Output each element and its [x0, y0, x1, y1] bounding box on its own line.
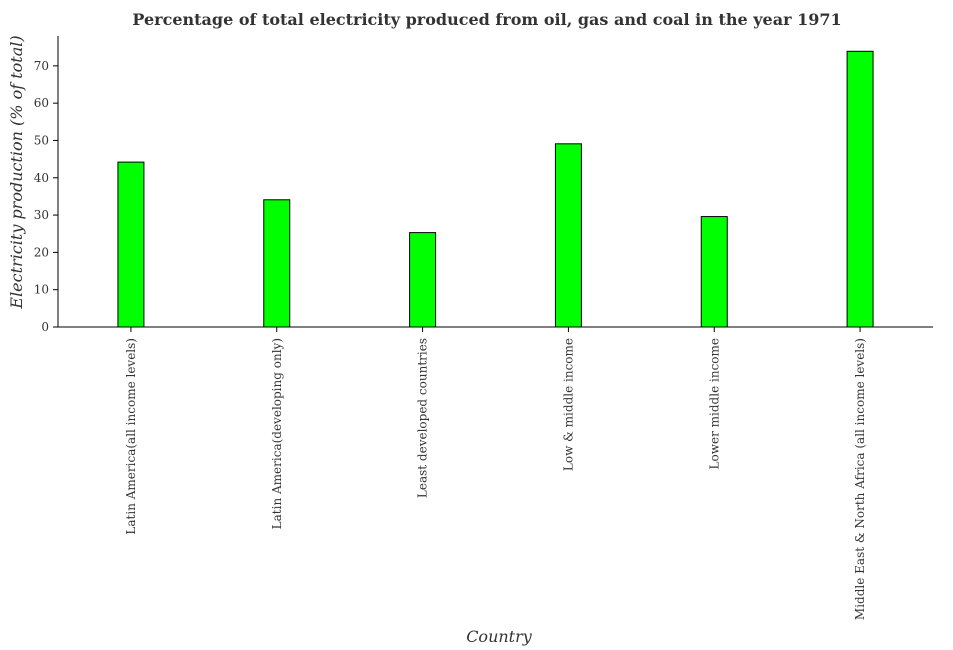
x-tick-label: Latin America(developing only) [270, 338, 284, 529]
y-tick-label: 0 [41, 320, 49, 334]
y-tick-label: 30 [34, 208, 49, 222]
x-axis-label: Country [466, 627, 533, 646]
y-tick-label: 60 [34, 96, 49, 110]
y-tick-label: 70 [34, 59, 49, 73]
plot-area: 0 10 20 30 40 50 60 70 Latin America(all income … [34, 36, 933, 620]
bar [117, 161, 145, 328]
x-tick-label: Middle East & North Africa (all income l… [853, 338, 867, 620]
bar [700, 216, 728, 328]
y-tick-label: 10 [34, 283, 49, 297]
y-tick-label: 50 [34, 133, 49, 147]
bar [409, 232, 437, 328]
y-tick-label: 40 [34, 171, 49, 185]
bar [554, 143, 582, 328]
y-tick-label: 20 [34, 245, 49, 259]
x-tick-label: Least developed countries [416, 338, 430, 498]
bar [846, 50, 874, 328]
x-tick-label: Low & middle income [561, 338, 575, 471]
x-tick-label: Latin America(all income levels) [124, 338, 138, 535]
y-axis-label: Electricity production (% of total) [7, 35, 26, 309]
x-tick-label: Lower middle income [707, 338, 721, 469]
bar [263, 199, 291, 328]
chart-title: Percentage of total electricity produced… [132, 10, 841, 29]
